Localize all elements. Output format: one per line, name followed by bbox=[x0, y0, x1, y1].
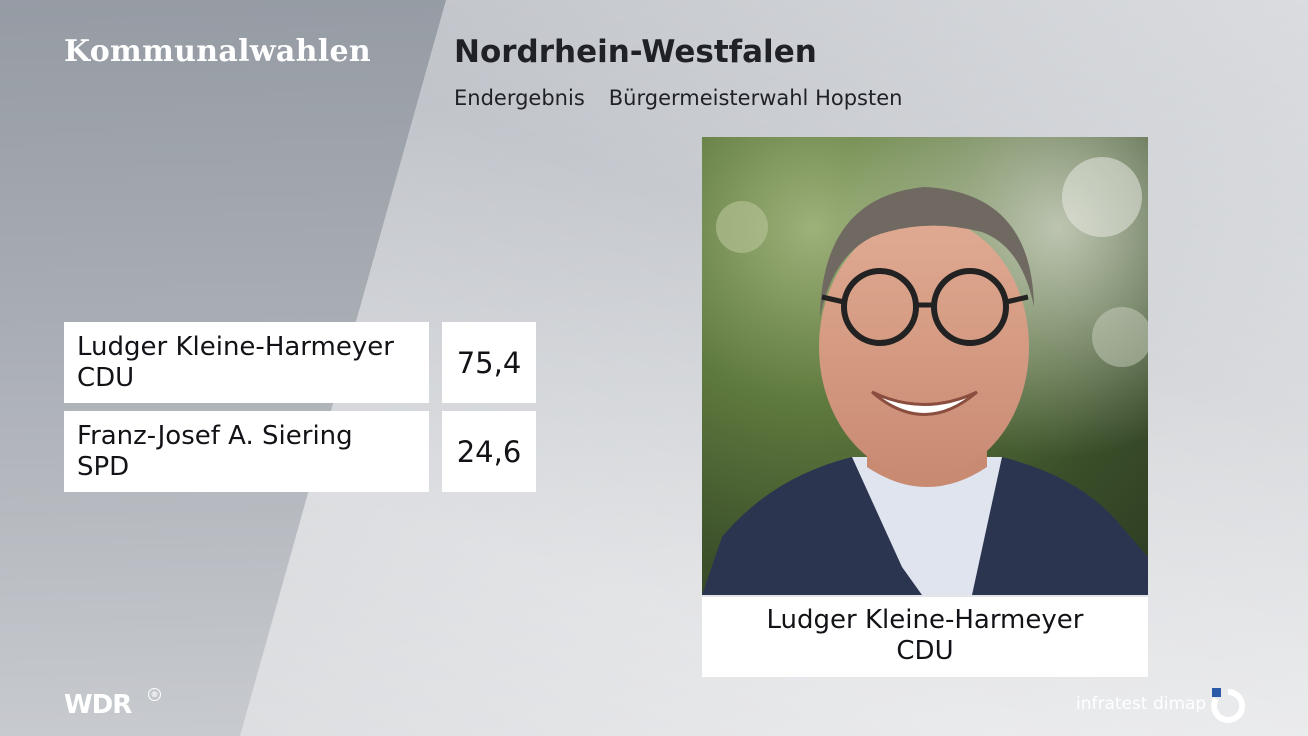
candidate-name-box: Ludger Kleine-Harmeyer CDU bbox=[64, 322, 429, 403]
pollster-name: infratest dimap bbox=[1076, 694, 1207, 714]
candidate-party: CDU bbox=[77, 363, 135, 393]
candidate-name-box: Franz-Josef A. Siering SPD bbox=[64, 411, 429, 492]
winner-party: CDU bbox=[896, 636, 954, 666]
subtitle-result-status: Endergebnis bbox=[454, 86, 585, 110]
candidate-percentage: 75,4 bbox=[442, 322, 536, 403]
candidate-percentage: 24,6 bbox=[442, 411, 536, 492]
page-title: Nordrhein-Westfalen bbox=[454, 34, 817, 70]
wdr-logo: WDR bbox=[64, 690, 132, 720]
winner-caption: Ludger Kleine-Harmeyer CDU bbox=[702, 597, 1148, 677]
candidate-party: SPD bbox=[77, 452, 130, 482]
brand-title: Kommunalwahlen bbox=[64, 34, 371, 69]
subtitle-election-name: Bürgermeisterwahl Hopsten bbox=[608, 86, 903, 110]
page-subtitle: Endergebnis Bürgermeisterwahl Hopsten bbox=[454, 86, 902, 110]
candidate-name: Franz-Josef A. Siering bbox=[77, 421, 353, 451]
winner-portrait-photo-icon bbox=[702, 137, 1148, 595]
candidate-name: Ludger Kleine-Harmeyer bbox=[77, 332, 394, 362]
winner-name: Ludger Kleine-Harmeyer bbox=[766, 605, 1084, 635]
infratest-dimap-logo-icon bbox=[1210, 688, 1246, 724]
registered-mark-icon: ® bbox=[148, 688, 161, 701]
